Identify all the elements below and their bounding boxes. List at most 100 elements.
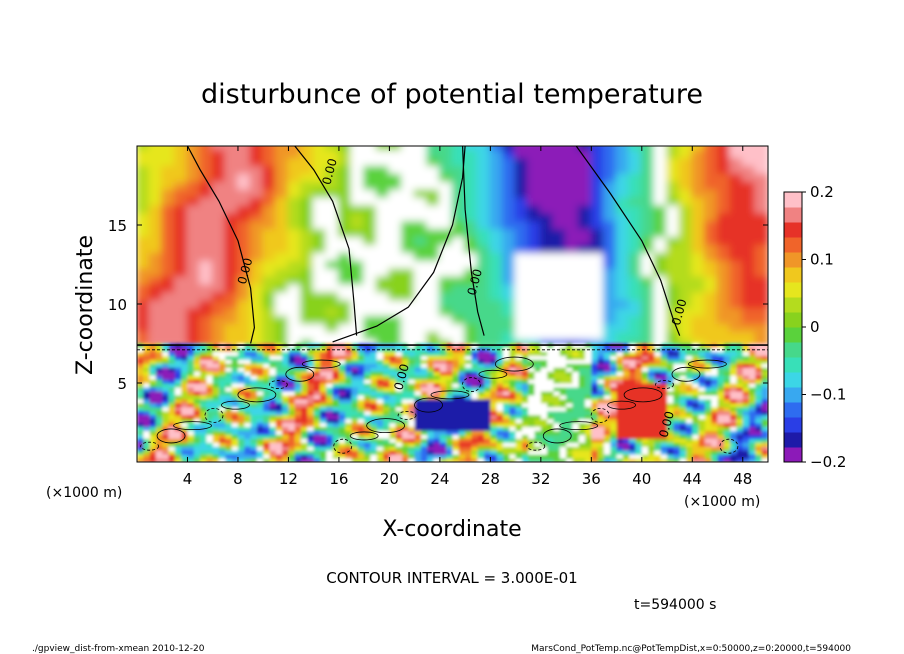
heatmap-cell	[199, 203, 214, 214]
heatmap-cell	[237, 458, 245, 462]
y-axis-label: Z-coordinate	[73, 235, 98, 375]
heatmap-cell	[667, 402, 674, 408]
heatmap-cell	[591, 371, 599, 376]
heatmap-cell	[288, 375, 296, 380]
heatmap-cell	[274, 314, 290, 324]
heatmap-cell	[679, 434, 687, 439]
heatmap-cell	[187, 414, 195, 420]
heatmap-cell	[287, 258, 303, 269]
heatmap-cell	[540, 367, 548, 372]
heatmap-cell	[602, 148, 618, 159]
heatmap-cell	[332, 398, 340, 404]
heatmap-cell	[212, 434, 220, 439]
heatmap-cell	[376, 379, 384, 384]
heatmap-cell	[370, 383, 378, 388]
heatmap-cell	[692, 434, 700, 439]
heatmap-cell	[754, 146, 768, 151]
heatmap-cell	[383, 371, 390, 376]
heatmap-cell	[206, 442, 214, 447]
heatmap-cell	[446, 359, 454, 364]
heatmap-cell	[325, 235, 340, 245]
heatmap-cell	[338, 390, 346, 396]
heatmap-cell	[667, 410, 674, 416]
heatmap-cell	[660, 355, 668, 360]
heatmap-cell	[501, 148, 517, 159]
heatmap-cell	[402, 351, 409, 356]
heatmap-cell	[716, 274, 732, 285]
heatmap-cell	[301, 410, 308, 416]
heatmap-cell	[717, 434, 725, 439]
heatmap-cell	[641, 438, 649, 443]
heatmap-cell	[552, 171, 568, 182]
heatmap-cell	[143, 438, 151, 443]
heatmap-cell	[640, 163, 656, 174]
heatmap-cell	[704, 426, 712, 431]
heatmap-cell	[294, 414, 302, 420]
heatmap-cell	[610, 446, 618, 451]
heatmap-cell	[148, 258, 164, 269]
heatmap-cell	[603, 386, 611, 392]
heatmap-cell	[476, 274, 492, 285]
heatmap-cell	[274, 163, 290, 174]
heatmap-cell	[704, 410, 712, 416]
heatmap-cell	[603, 355, 611, 360]
heatmap-cell	[654, 446, 662, 451]
heatmap-cell	[446, 351, 454, 356]
heatmap-cell	[742, 450, 750, 455]
heatmap-cell	[547, 454, 555, 459]
heatmap-cell	[730, 367, 738, 372]
heatmap-cell	[692, 458, 700, 462]
heatmap-cell	[490, 446, 498, 451]
heatmap-cell	[288, 351, 296, 356]
heatmap-cell	[501, 219, 517, 230]
heatmap-cell	[565, 290, 580, 301]
heatmap-cell	[585, 422, 592, 428]
heatmap-cell	[603, 418, 611, 424]
heatmap-cell	[711, 363, 719, 368]
heatmap-cell	[648, 355, 656, 360]
heatmap-cell	[577, 314, 593, 324]
heatmap-cell	[553, 418, 561, 424]
heatmap-cell	[262, 290, 277, 301]
heatmap-cell	[761, 450, 768, 455]
heatmap-cell	[212, 438, 220, 443]
heatmap-cell	[585, 438, 592, 443]
heatmap-cell	[332, 371, 340, 376]
heatmap-cell	[427, 367, 435, 372]
heatmap-cell	[559, 398, 567, 404]
heatmap-cell	[628, 298, 643, 309]
heatmap-cell	[408, 398, 416, 404]
heatmap-cell	[173, 290, 189, 301]
heatmap-cell	[610, 438, 618, 443]
heatmap-cell	[691, 290, 706, 301]
heatmap-cell	[540, 402, 548, 408]
heatmap-cell	[439, 442, 447, 447]
heatmap-cell	[282, 375, 290, 380]
heatmap-cell	[464, 219, 479, 230]
heatmap-cell	[357, 442, 365, 447]
heatmap-cell	[509, 458, 517, 462]
heatmap-cell	[199, 195, 214, 206]
heatmap-cell	[288, 390, 296, 396]
heatmap-cell	[490, 442, 498, 447]
heatmap-cell	[577, 274, 593, 285]
heatmap-cell	[137, 298, 151, 309]
heatmap-cell	[345, 386, 353, 392]
heatmap-cell	[628, 219, 643, 230]
heatmap-cell	[319, 363, 327, 368]
contour-loop	[478, 369, 508, 379]
heatmap-cell	[231, 375, 239, 380]
heatmap-cell	[755, 359, 763, 364]
heatmap-cell	[312, 329, 328, 340]
heatmap-cell	[168, 438, 176, 443]
heatmap-cell	[350, 227, 366, 238]
heatmap-cell	[332, 375, 340, 380]
heatmap-cell	[301, 454, 308, 459]
heatmap-cell	[528, 410, 536, 416]
heatmap-cell	[162, 426, 170, 431]
heatmap-cell	[250, 359, 258, 364]
heatmap-cell	[250, 458, 258, 462]
heatmap-cell	[553, 434, 561, 439]
heatmap-cell	[591, 379, 599, 384]
heatmap-cell	[540, 458, 548, 462]
